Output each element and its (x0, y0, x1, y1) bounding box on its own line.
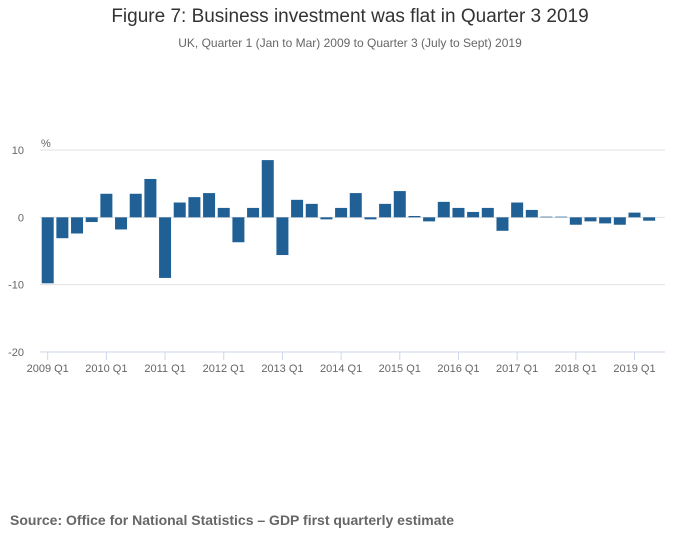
bar-2011-Q2 (173, 202, 186, 218)
bar-2010-Q4 (144, 178, 157, 218)
bar-2013-Q3 (305, 203, 318, 218)
bar-2017-Q3 (540, 216, 553, 218)
x-tick-label: 2012 Q1 (203, 363, 245, 375)
bar-2017-Q2 (525, 209, 538, 218)
x-tick-label: 2010 Q1 (85, 363, 127, 375)
bar-2011-Q3 (188, 197, 201, 218)
x-tick-label: 2014 Q1 (320, 363, 362, 375)
y-tick-label: 0 (18, 212, 24, 224)
bar-2014-Q3 (364, 217, 377, 220)
bar-2014-Q1 (335, 207, 348, 218)
bar-2013-Q2 (291, 199, 304, 218)
x-tick-label: 2015 Q1 (379, 363, 421, 375)
bar-2013-Q4 (320, 217, 333, 220)
bar-2015-Q1 (393, 191, 406, 218)
bar-2018-Q3 (599, 217, 612, 224)
bar-2015-Q3 (423, 217, 436, 222)
bar-2012-Q3 (247, 207, 260, 218)
bar-2018-Q4 (613, 217, 626, 225)
bar-2010-Q3 (129, 193, 142, 218)
bar-2014-Q4 (379, 203, 392, 218)
bar-2009-Q1 (41, 217, 54, 284)
bar-2015-Q4 (437, 201, 450, 218)
x-tick-label: 2019 Q1 (613, 363, 655, 375)
bar-2018-Q1 (569, 217, 582, 225)
bar-2019-Q2 (643, 217, 656, 221)
chart-subtitle: UK, Quarter 1 (Jan to Mar) 2009 to Quart… (178, 36, 522, 50)
bar-2016-Q1 (452, 207, 465, 218)
x-tick-label: 2018 Q1 (555, 363, 597, 375)
bar-2016-Q3 (481, 207, 494, 218)
bar-2015-Q2 (408, 215, 421, 218)
bar-2010-Q1 (100, 193, 113, 218)
bar-2019-Q1 (628, 212, 641, 218)
bar-2009-Q4 (85, 217, 98, 223)
bar-2018-Q2 (584, 217, 597, 222)
bar-2009-Q2 (56, 217, 69, 239)
bar-2017-Q1 (511, 202, 524, 218)
bar-2011-Q1 (159, 217, 172, 278)
bar-2013-Q1 (276, 217, 289, 256)
y-tick-label: -20 (8, 347, 24, 359)
x-tick-label: 2013 Q1 (261, 363, 303, 375)
y-tick-label: 10 (12, 145, 24, 157)
y-tick-label: -10 (8, 280, 24, 292)
chart-title: Figure 7: Business investment was flat i… (111, 6, 589, 27)
bar-2009-Q3 (71, 217, 84, 234)
bar-2010-Q2 (115, 217, 128, 230)
x-tick-label: 2017 Q1 (496, 363, 538, 375)
bar-2012-Q1 (217, 207, 230, 218)
bar-2016-Q4 (496, 217, 509, 231)
bar-2012-Q2 (232, 217, 245, 243)
bar-2012-Q4 (261, 160, 274, 218)
source-note: Source: Office for National Statistics –… (10, 512, 454, 528)
y-axis-unit-label: % (41, 138, 51, 150)
bar-2016-Q2 (467, 211, 480, 218)
bar-2011-Q4 (203, 193, 216, 218)
bar-2014-Q2 (349, 193, 362, 218)
x-tick-label: 2011 Q1 (144, 363, 185, 375)
x-tick-label: 2016 Q1 (437, 363, 479, 375)
x-tick-label: 2009 Q1 (27, 363, 69, 375)
bar-2017-Q4 (555, 216, 568, 218)
